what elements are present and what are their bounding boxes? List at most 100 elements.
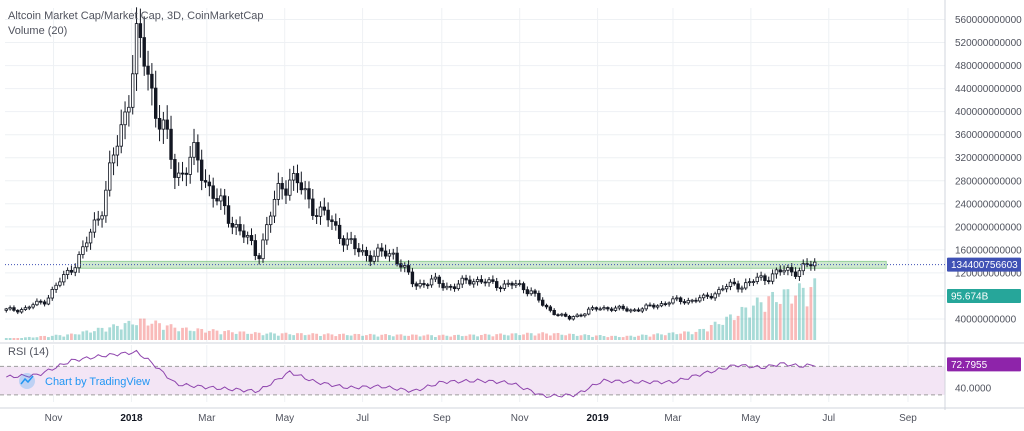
candle-body <box>457 284 460 289</box>
x-tick-label: Sep <box>433 413 451 424</box>
volume-bar <box>78 334 81 340</box>
volume-bar <box>354 334 357 340</box>
candle-body <box>415 284 418 286</box>
candle-body <box>135 24 138 74</box>
candle-body <box>557 315 560 316</box>
volume-bar <box>503 335 506 340</box>
volume-bar <box>449 337 452 340</box>
volume-bar <box>545 334 548 340</box>
volume-bar <box>729 314 732 340</box>
candle-body <box>622 306 625 309</box>
y-tick-label: 160000000000 <box>955 245 1022 256</box>
volume-bar <box>315 334 318 340</box>
volume-bar <box>55 335 58 340</box>
volume-bar <box>43 336 46 340</box>
volume-bar <box>365 335 368 340</box>
candle-body <box>656 306 659 307</box>
candle-body <box>289 180 292 195</box>
rsi-badge: 72.7955 <box>951 360 988 371</box>
candle-body <box>147 66 150 74</box>
volume-bar <box>231 332 234 340</box>
volume-bar <box>158 323 161 340</box>
volume-bar <box>783 289 786 340</box>
volume-bar <box>127 321 130 340</box>
candle-body <box>185 173 188 174</box>
volume-bar <box>62 337 65 340</box>
volume-bar <box>491 336 494 340</box>
candle-body <box>653 305 656 307</box>
candle-body <box>438 277 441 283</box>
volume-bar <box>265 334 268 340</box>
volume-bar <box>633 337 636 340</box>
volume-bar <box>16 338 19 340</box>
volume-bar <box>484 334 487 340</box>
volume-bar <box>116 326 119 340</box>
candle-body <box>664 304 667 305</box>
candle-body <box>645 305 648 309</box>
candle-body <box>748 282 751 283</box>
candle-body <box>572 317 575 319</box>
volume-bar <box>511 333 514 340</box>
volume-bar <box>645 335 648 340</box>
volume-bar <box>679 334 682 340</box>
volume-bar <box>764 312 767 340</box>
y-tick-label: 280000000000 <box>955 176 1022 187</box>
candle-body <box>166 120 169 129</box>
volume-bar <box>5 338 8 340</box>
candle-body <box>47 298 50 304</box>
volume-bar <box>246 334 249 340</box>
volume-bar <box>150 324 153 340</box>
volume-bar <box>591 337 594 340</box>
candle-body <box>131 74 134 108</box>
candle-body <box>78 254 81 267</box>
volume-bar <box>300 333 303 340</box>
volume-bar <box>794 296 797 340</box>
candle-body <box>20 310 23 312</box>
volume-bar <box>292 335 295 340</box>
volume-bar <box>767 296 770 340</box>
candle-body <box>277 183 280 199</box>
volume-bar <box>695 332 698 340</box>
volume-bar <box>461 336 464 340</box>
volume-bar <box>522 334 525 340</box>
volume-bar <box>369 334 372 340</box>
volume-bar <box>154 321 157 340</box>
volume-bar <box>453 335 456 340</box>
volume-bar <box>465 336 468 340</box>
volume-bar <box>177 331 180 340</box>
candle-body <box>204 181 207 183</box>
volume-bar <box>47 337 50 340</box>
volume-bar <box>36 337 39 340</box>
candle-body <box>177 173 180 177</box>
candle-body <box>721 289 724 290</box>
candle-body <box>120 125 123 146</box>
volume-bar <box>162 330 165 340</box>
volume-bar <box>809 287 812 340</box>
volume-bar <box>296 333 299 340</box>
y-tick-label: 440000000000 <box>955 84 1022 95</box>
volume-bar <box>311 333 314 340</box>
x-tick-label: May <box>741 413 760 424</box>
volume-bar <box>664 335 667 340</box>
candle-body <box>212 186 215 199</box>
volume-bar <box>388 335 391 340</box>
volume-bar <box>430 335 433 340</box>
candle-body <box>446 286 449 287</box>
y-tick-label: 520000000000 <box>955 38 1022 49</box>
candle-body <box>354 239 357 249</box>
candle-body <box>706 295 709 296</box>
volume-bar <box>288 334 291 340</box>
candle-body <box>258 256 261 259</box>
x-tick-label: 2019 <box>586 413 609 424</box>
candle-body <box>499 288 502 289</box>
volume-bar <box>135 325 138 340</box>
volume-bar <box>507 335 510 340</box>
volume-bar <box>308 335 311 340</box>
volume-bar <box>74 334 77 340</box>
candle-body <box>308 189 311 199</box>
candle-body <box>158 118 161 129</box>
volume-bar <box>518 335 521 340</box>
volume-bar <box>779 304 782 340</box>
candle-body <box>124 112 127 125</box>
